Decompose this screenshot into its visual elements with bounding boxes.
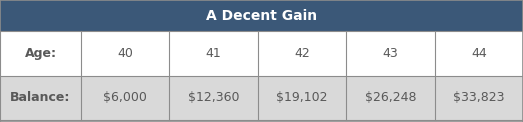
- Bar: [0, 76, 523, 120]
- Bar: [0, 0, 523, 31]
- Text: 41: 41: [206, 47, 222, 60]
- Text: $26,248: $26,248: [365, 91, 416, 104]
- Text: 44: 44: [471, 47, 487, 60]
- Text: Age:: Age:: [25, 47, 56, 60]
- Bar: [0, 31, 523, 76]
- Text: $33,823: $33,823: [453, 91, 505, 104]
- Text: $6,000: $6,000: [104, 91, 147, 104]
- Text: A Decent Gain: A Decent Gain: [206, 9, 317, 23]
- Text: $19,102: $19,102: [276, 91, 328, 104]
- Text: 40: 40: [117, 47, 133, 60]
- Text: 43: 43: [382, 47, 399, 60]
- Text: Balance:: Balance:: [10, 91, 71, 104]
- Text: 42: 42: [294, 47, 310, 60]
- Text: $12,360: $12,360: [188, 91, 240, 104]
